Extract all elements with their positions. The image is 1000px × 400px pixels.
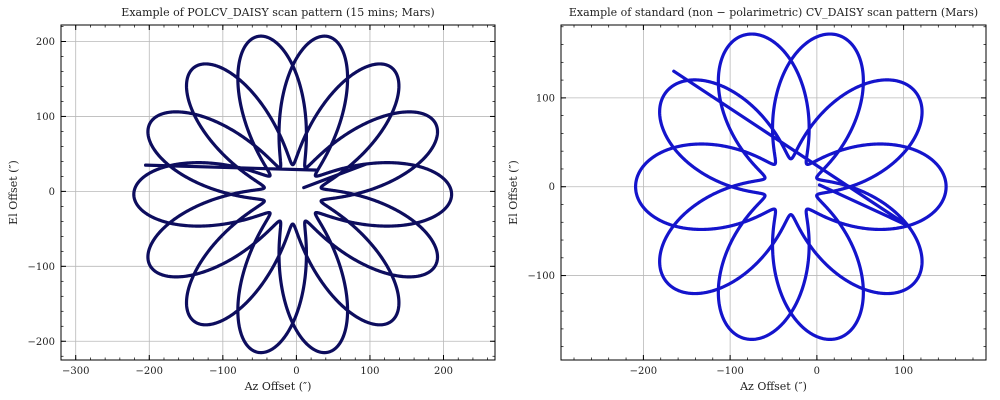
plot-area xyxy=(633,32,948,342)
y-tick-label: 0 xyxy=(549,182,555,193)
grid xyxy=(61,25,495,360)
y-axis-label: El Offset (″) xyxy=(507,160,520,225)
y-tick-label: −200 xyxy=(28,337,55,348)
grid xyxy=(561,25,986,360)
x-tick-label: 0 xyxy=(814,366,820,377)
y-axis-label: El Offset (″) xyxy=(7,160,20,225)
axes-frame xyxy=(60,24,496,361)
x-tick-label: 100 xyxy=(360,366,379,377)
ticks: −200 −100 0 100 −100 0 100 xyxy=(528,25,986,377)
x-tick-label: 200 xyxy=(434,366,453,377)
panel-cv-daisy: Example of standard (non − polarimetric)… xyxy=(507,6,987,393)
x-axis-label: Az Offset (″) xyxy=(739,380,807,393)
panel-polcv-daisy: Example of POLCV_DAISY scan pattern (15 … xyxy=(7,6,496,393)
y-tick-label: 0 xyxy=(49,187,55,198)
x-tick-label: −300 xyxy=(62,366,89,377)
chart-title: Example of POLCV_DAISY scan pattern (15 … xyxy=(121,6,434,19)
series-line xyxy=(132,34,454,355)
plot-area xyxy=(132,34,454,355)
x-tick-label: 0 xyxy=(293,366,299,377)
y-tick-label: 100 xyxy=(536,93,555,104)
y-tick-label: 100 xyxy=(36,112,55,123)
x-axis-label: Az Offset (″) xyxy=(244,380,312,393)
chart-title: Example of standard (non − polarimetric)… xyxy=(569,6,978,19)
series-line xyxy=(633,32,948,342)
y-tick-label: −100 xyxy=(528,271,555,282)
x-tick-label: 100 xyxy=(894,366,913,377)
y-tick-label: −100 xyxy=(28,262,55,273)
ticks: −300 −200 −100 0 100 200 −200 −100 0 100 200 xyxy=(28,25,495,377)
x-tick-label: −200 xyxy=(136,366,163,377)
x-tick-label: −100 xyxy=(716,366,743,377)
x-tick-label: −200 xyxy=(630,366,657,377)
x-tick-label: −100 xyxy=(209,366,236,377)
axes-frame xyxy=(560,24,987,361)
y-tick-label: 200 xyxy=(36,37,55,48)
